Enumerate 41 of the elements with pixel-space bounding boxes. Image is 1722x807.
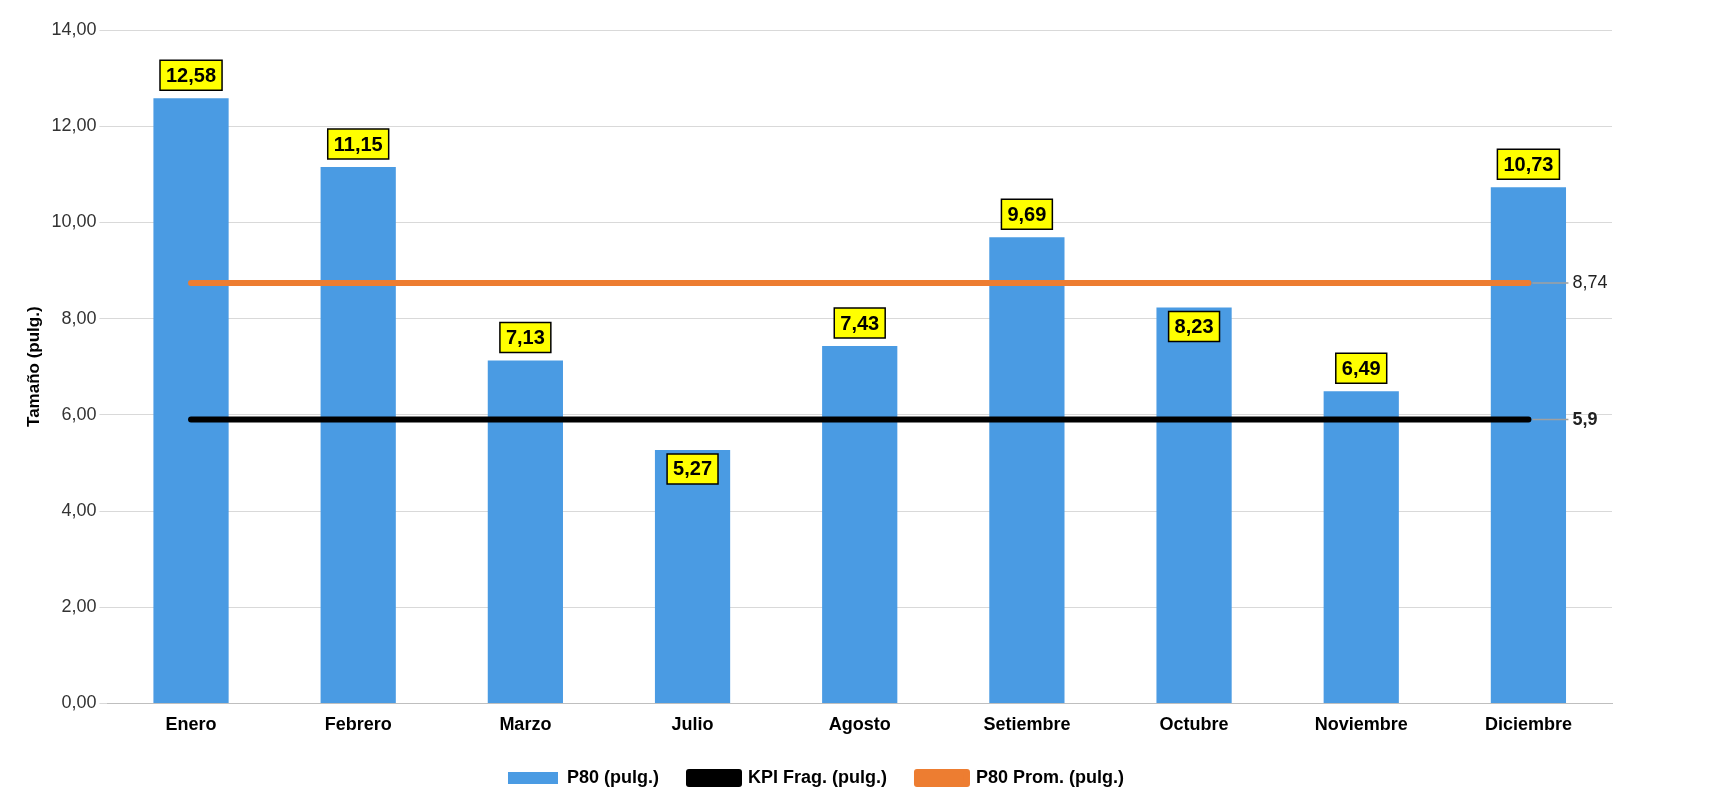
data-label: 8,23: [1174, 315, 1214, 338]
bar: [654, 449, 731, 703]
x-tick-label: Febrero: [324, 714, 392, 735]
legend-label: P80 (pulg.): [566, 766, 660, 787]
x-tick-label: Julio: [671, 714, 714, 735]
data-label: 7,43: [840, 311, 880, 334]
x-tick-label: Setiembre: [983, 714, 1071, 735]
x-tick-label: Octubre: [1159, 714, 1229, 735]
y-axis-title: Tamaño (pulg.): [23, 306, 43, 427]
bar: [1490, 187, 1567, 703]
data-label: 5,9: [1572, 408, 1598, 429]
y-tick-label: 12,00: [51, 115, 97, 136]
data-label: 5,27: [673, 457, 713, 480]
data-label: 10,73: [1503, 152, 1554, 175]
x-tick-label: Noviembre: [1314, 714, 1408, 735]
x-tick-label: Marzo: [499, 714, 552, 735]
y-tick-label: 8,00: [61, 307, 97, 328]
x-tick-label: Agosto: [828, 714, 891, 735]
y-tick-label: 2,00: [61, 596, 97, 617]
y-tick-label: 4,00: [61, 499, 97, 520]
x-tick-label: Diciembre: [1484, 714, 1572, 735]
bar: [822, 346, 898, 703]
bar: [487, 360, 563, 703]
bar: [1156, 307, 1232, 703]
legend-label: P80 Prom. (pulg.): [975, 766, 1125, 787]
y-tick-label: 6,00: [61, 403, 97, 424]
bar: [153, 98, 229, 703]
y-tick-label: 10,00: [51, 211, 97, 232]
data-label: 12,58: [166, 63, 217, 86]
data-label: 11,15: [333, 132, 383, 155]
y-tick-label: 0,00: [61, 692, 97, 713]
bar: [989, 237, 1065, 703]
y-tick-label: 14,00: [51, 18, 97, 39]
data-label: 6,49: [1341, 356, 1381, 379]
data-label: 8,74: [1572, 271, 1608, 292]
legend-label: KPI Frag. (pulg.): [748, 766, 887, 787]
bar: [1323, 391, 1399, 703]
data-label: 9,69: [1007, 202, 1047, 225]
bar: [320, 167, 396, 703]
data-label: 7,13: [505, 325, 545, 348]
x-tick-label: Enero: [165, 714, 217, 735]
